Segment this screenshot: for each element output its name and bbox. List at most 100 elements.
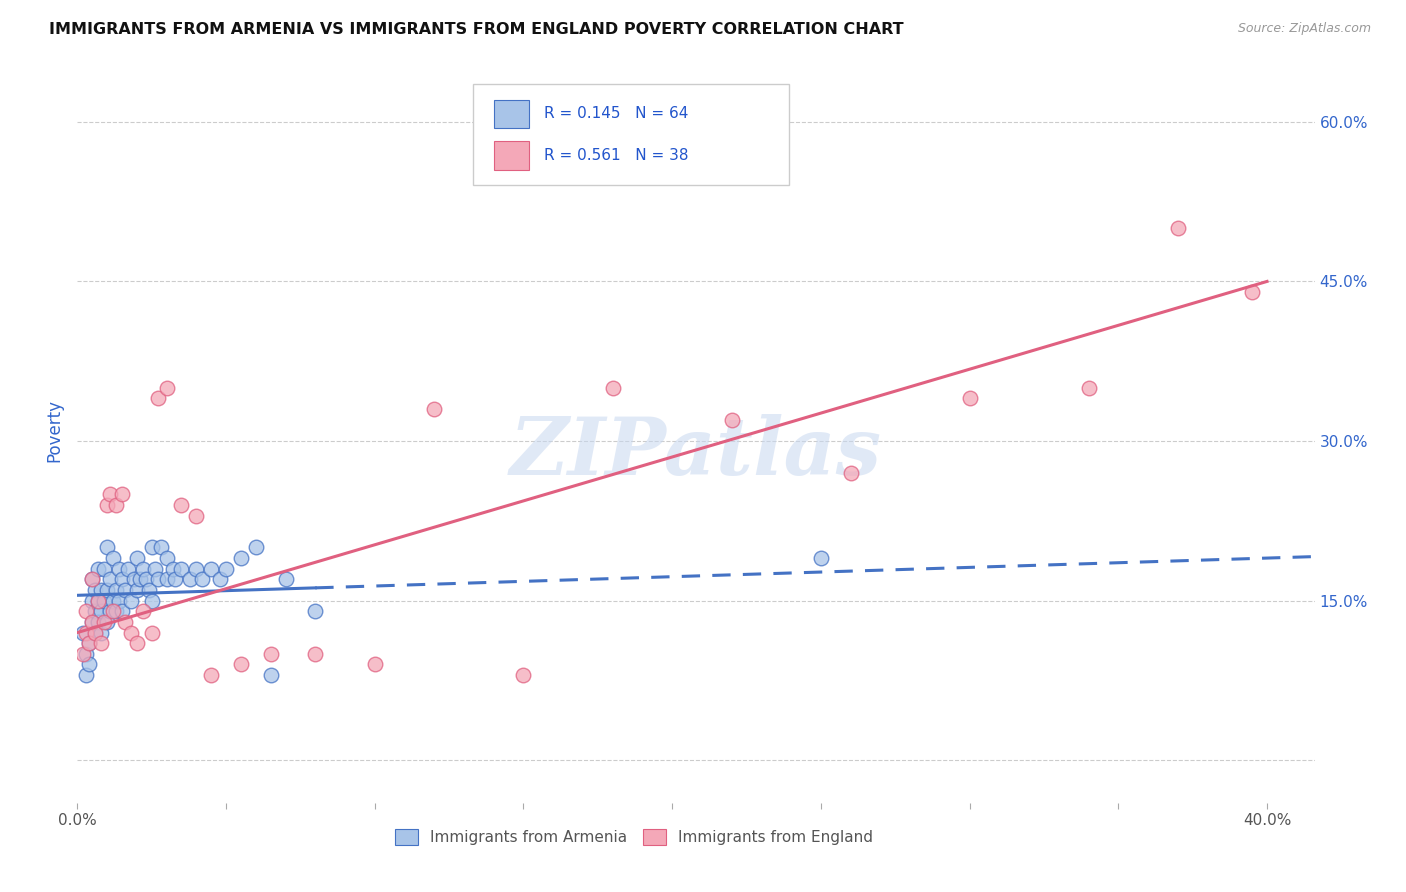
Point [105,498,127,512]
Point [304,647,326,661]
Point [128,573,150,587]
Point [108,562,131,576]
Point [82,593,104,607]
Point [165,573,187,587]
Point [111,573,134,587]
Point [1241,285,1264,299]
Point [141,625,163,640]
Point [96,582,118,597]
Point [229,657,252,672]
Point [191,573,214,587]
Point [260,647,283,661]
Point [602,381,624,395]
Point [1167,221,1189,235]
Point [117,562,139,576]
Point [82,615,104,629]
Point [155,573,177,587]
Point [84,582,107,597]
Point [720,413,742,427]
Point [200,562,222,576]
Point [149,541,172,555]
Point [87,562,110,576]
Point [84,625,107,640]
Text: R = 0.561   N = 38: R = 0.561 N = 38 [544,148,689,163]
Point [72,625,94,640]
Point [423,402,446,417]
Point [77,657,100,672]
Point [1077,381,1099,395]
Point [82,573,104,587]
Point [105,604,127,618]
Point [111,604,134,618]
Point [155,381,177,395]
Legend: Immigrants from Armenia, Immigrants from England: Immigrants from Armenia, Immigrants from… [389,822,879,851]
FancyBboxPatch shape [474,84,789,185]
Point [101,604,124,618]
Point [90,636,112,650]
Point [170,562,193,576]
Point [179,573,201,587]
Point [125,582,148,597]
Point [209,573,232,587]
Point [101,551,124,566]
Point [186,508,208,523]
Point [75,647,97,661]
Point [959,392,981,406]
Point [98,573,121,587]
Point [114,615,136,629]
Point [245,541,267,555]
Point [90,625,112,640]
Point [143,562,166,576]
Point [72,647,94,661]
Point [105,582,127,597]
Point [141,541,163,555]
Point [274,573,297,587]
Y-axis label: Poverty: Poverty [45,399,63,462]
Point [162,562,184,576]
Point [260,668,283,682]
Point [135,573,157,587]
Point [101,593,124,607]
Point [84,604,107,618]
Point [200,668,222,682]
Point [125,551,148,566]
Point [170,498,193,512]
Point [96,498,118,512]
Point [125,636,148,650]
Point [132,562,155,576]
Point [304,604,326,618]
Point [111,487,134,501]
Point [93,615,115,629]
Point [229,551,252,566]
Point [512,668,534,682]
Point [186,562,208,576]
Point [364,657,387,672]
Text: R = 0.145   N = 64: R = 0.145 N = 64 [544,106,688,121]
Point [90,604,112,618]
Point [82,573,104,587]
Point [108,593,131,607]
Bar [495,100,529,128]
Point [120,593,142,607]
Point [138,582,160,597]
Point [114,582,136,597]
Point [75,604,97,618]
Point [77,636,100,650]
Point [84,625,107,640]
Point [93,562,115,576]
Point [87,593,110,607]
Bar [495,142,529,169]
Point [120,625,142,640]
Point [146,392,169,406]
Point [132,604,155,618]
Point [87,593,110,607]
Text: ZIPatlas: ZIPatlas [510,414,882,491]
Point [93,593,115,607]
Point [90,582,112,597]
Point [82,615,104,629]
Point [146,573,169,587]
Text: Source: ZipAtlas.com: Source: ZipAtlas.com [1237,22,1371,36]
Point [122,573,145,587]
Point [87,615,110,629]
Point [96,615,118,629]
